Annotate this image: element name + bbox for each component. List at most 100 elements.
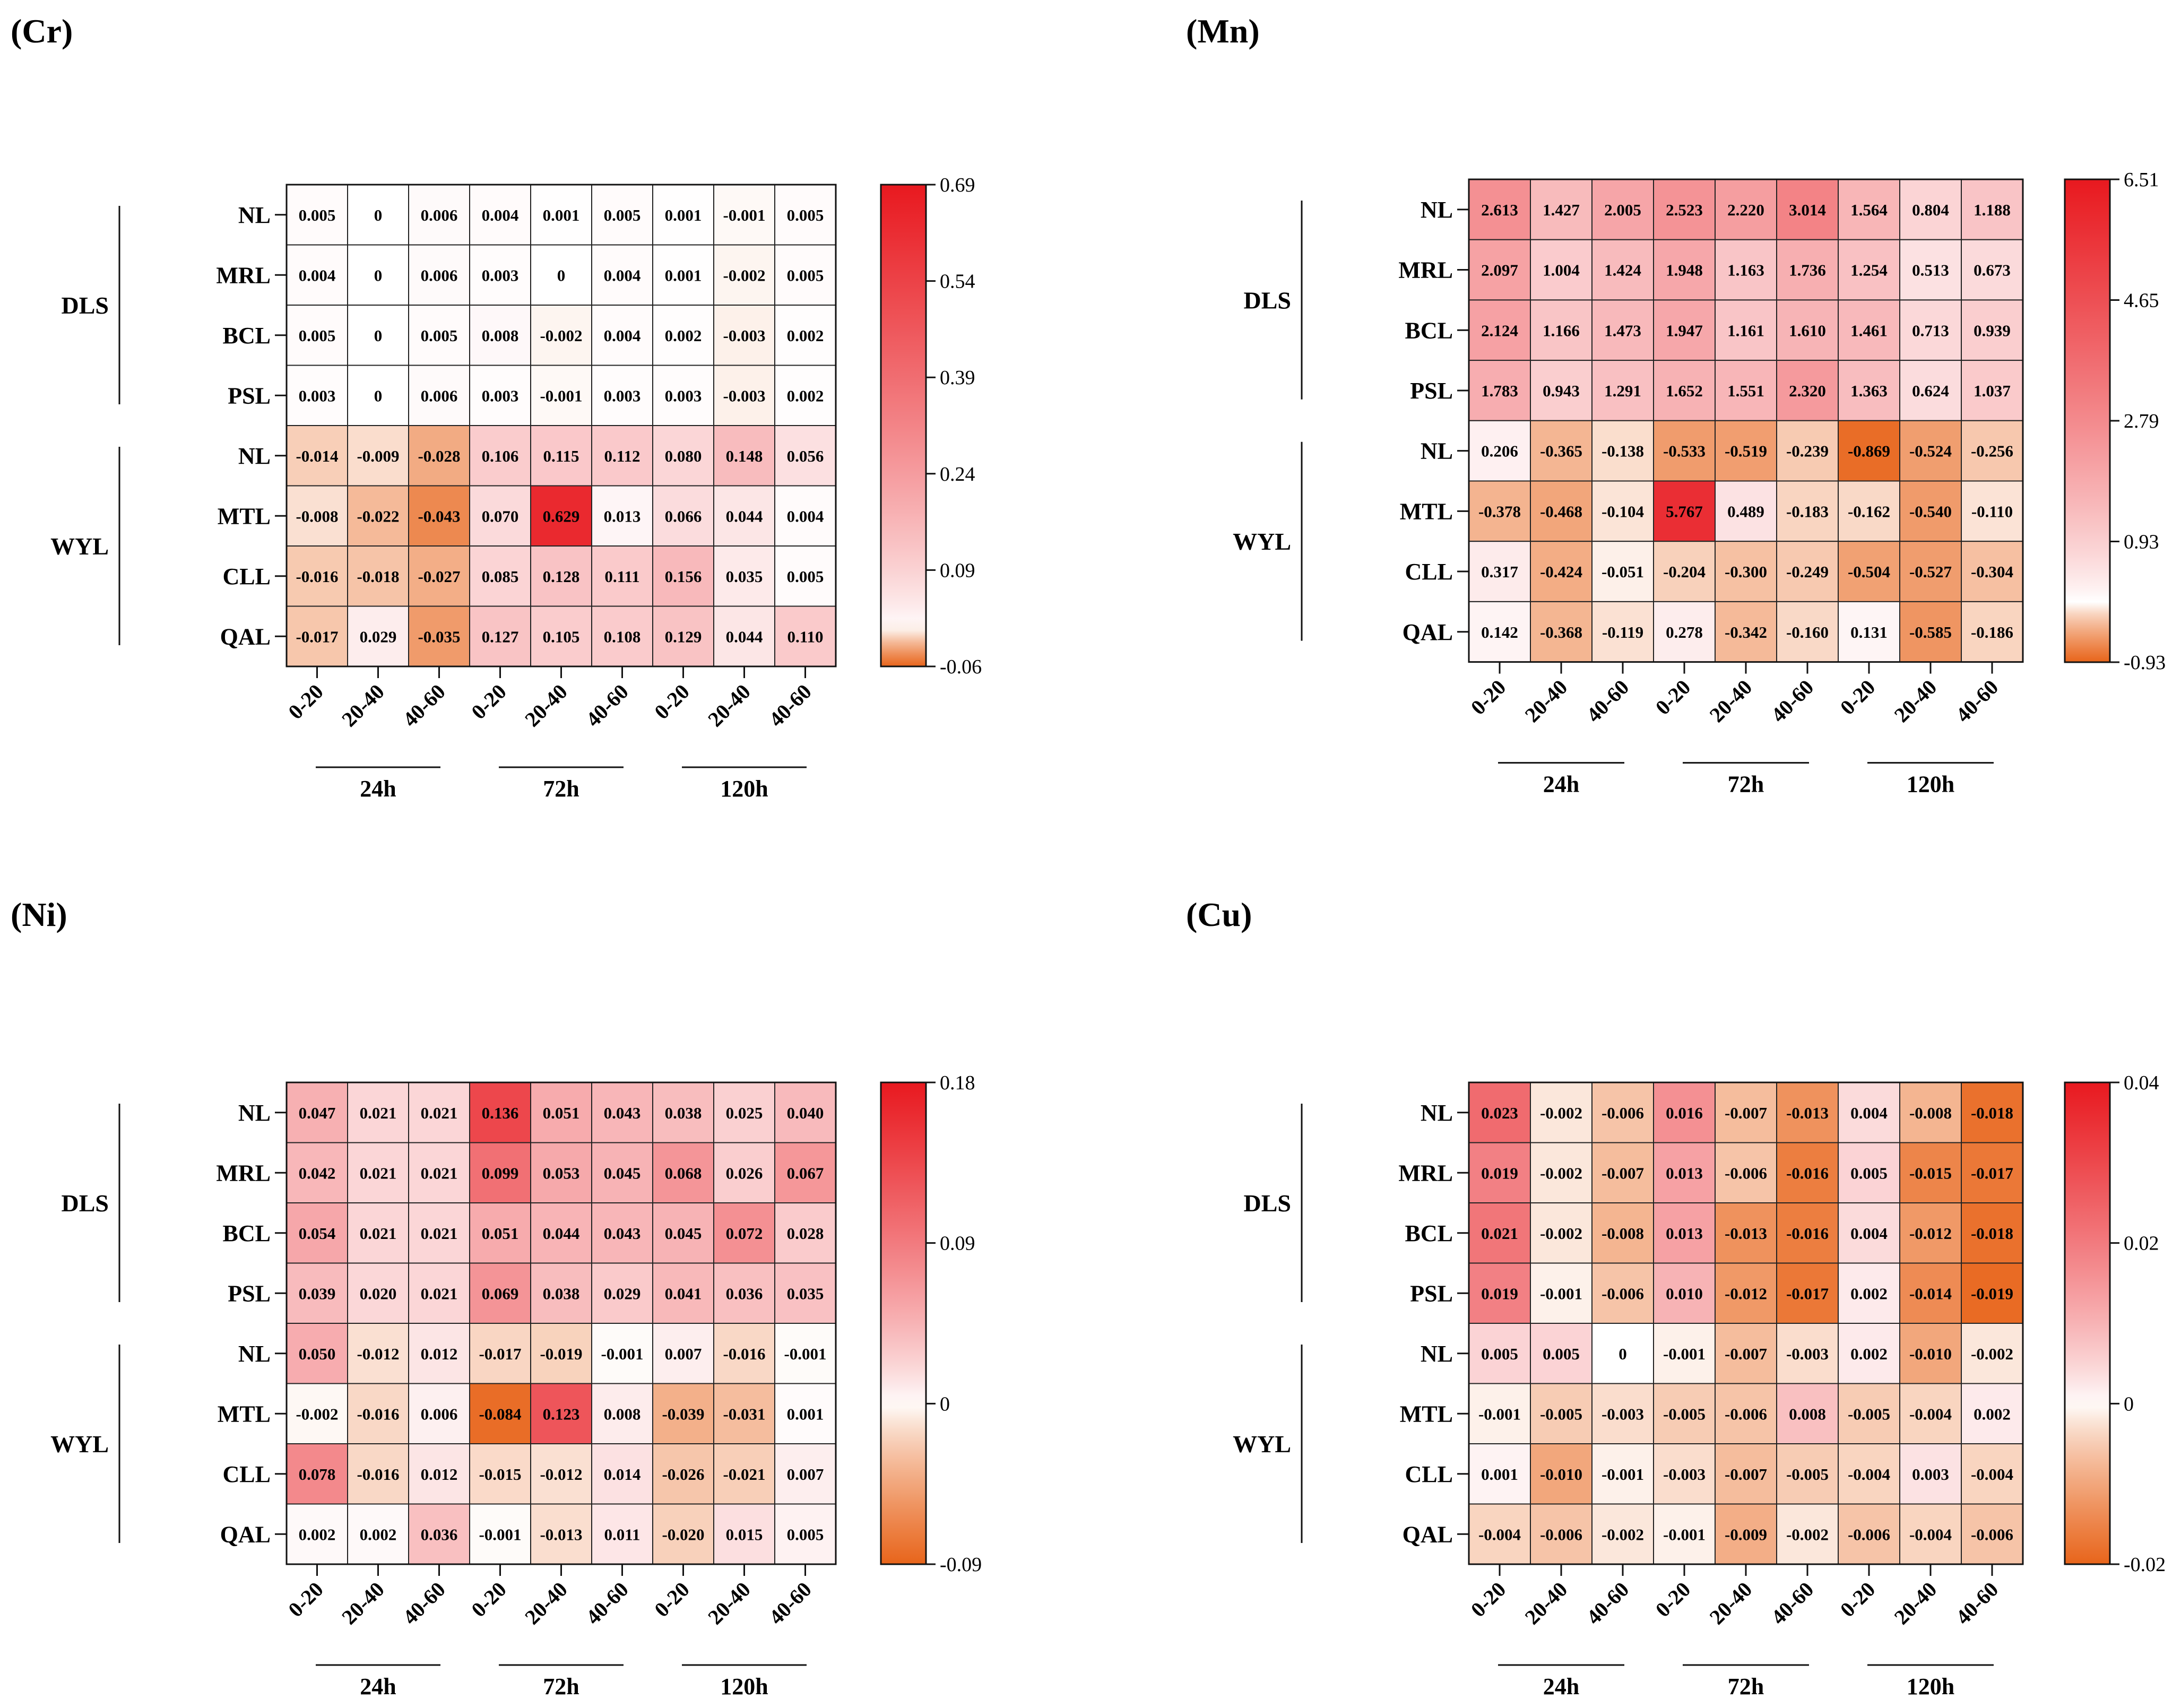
cell-value: 1.037 [1974,382,2011,400]
cell-value: -0.468 [1540,502,1582,521]
heatmap-cell [1899,1443,1962,1505]
cell-value: -0.524 [1909,442,1952,461]
cell-value: 0.026 [726,1164,763,1182]
col-label: 40-60 [1951,1577,2003,1629]
cell-value: 1.610 [1789,321,1826,340]
cell-value: 0.035 [726,567,763,586]
cell-value: 0.014 [604,1465,641,1484]
cell-value: 0.013 [604,507,641,525]
heatmap-cell [469,365,531,426]
cell-value: 2.005 [1604,201,1641,219]
cell-value: 0.021 [421,1284,458,1303]
cell-value: 0.003 [482,266,519,284]
cell-value: 1.427 [1543,201,1580,219]
cell-value: 0 [374,266,383,284]
time-label: 120h [1907,771,1954,797]
cell-value: 0.001 [1481,1465,1518,1484]
cell-value: 0.513 [1912,261,1949,280]
cell-value: 0.004 [604,266,641,284]
row-label: BCL [223,1220,271,1246]
row-label: NL [1421,438,1453,464]
cell-value: -0.006 [1602,1284,1644,1303]
colorbar-tick-label: 0 [940,1393,950,1415]
time-label: 24h [1543,771,1579,797]
row-label: QAL [1403,1521,1453,1547]
cell-value: 0.021 [360,1104,397,1122]
cell-value: -0.005 [1848,1404,1890,1423]
cell-value: -0.020 [662,1525,704,1544]
heatmap-cell [713,1262,775,1324]
cell-value: 0.005 [787,1525,824,1544]
cell-value: -0.012 [540,1465,582,1484]
col-label: 0-20 [1466,1577,1511,1622]
cell-value: 0.142 [1481,623,1518,641]
cell-value: 1.004 [1543,261,1580,280]
cell-value: -0.368 [1540,623,1582,641]
cell-value: 0.043 [604,1224,641,1243]
cell-value: -0.342 [1725,623,1767,641]
cell-value: 0.713 [1912,321,1949,340]
heatmap-cell [591,1142,653,1203]
heatmap-cell [1468,1443,1531,1505]
group-label-wyl: WYL [1233,528,1291,555]
heatmap-cell [286,1082,348,1143]
heatmap-cell [347,1142,409,1203]
cell-value: 0.069 [482,1284,519,1303]
cell-value: -0.018 [1971,1224,2013,1243]
col-label: 0-20 [283,1577,328,1622]
col-label: 0-20 [283,680,328,724]
heatmap-cell [286,305,348,366]
cell-value: -0.005 [1663,1404,1706,1423]
heatmap-cell [530,1323,592,1384]
cell-value: 1.947 [1666,321,1703,340]
group-label-dls: DLS [1244,287,1291,314]
heatmap-cell [1899,1383,1962,1444]
cell-value: 1.424 [1604,261,1641,280]
row-label: BCL [223,323,271,349]
heatmap-cell [1715,179,1777,240]
col-label: 40-60 [398,680,450,732]
heatmap-cell [347,1082,409,1143]
cell-value: 0.006 [421,386,458,405]
cell-value: -0.010 [1909,1345,1952,1363]
cell-value: 0.003 [1912,1465,1949,1484]
heatmap-cell [347,365,409,426]
cell-value: 0.042 [299,1164,336,1182]
cell-value: 0.106 [482,447,519,465]
cell-value: -0.028 [418,447,460,465]
col-label: 0-20 [1651,675,1695,719]
col-label: 0-20 [650,1577,694,1622]
cell-value: -0.016 [296,567,338,586]
col-label: 20-40 [520,680,572,732]
cell-value: 3.014 [1789,201,1826,219]
row-label: NL [238,202,271,228]
heatmap-cell [1899,1082,1962,1143]
heatmap-cell [1961,1443,2023,1505]
cell-value: 0.105 [543,627,580,646]
cell-value: 0.023 [1481,1104,1518,1122]
cell-value: -0.043 [418,507,460,525]
heatmap-cell [1591,1262,1654,1324]
cell-value: -0.004 [1909,1404,1952,1423]
cell-value: -0.001 [1602,1465,1644,1484]
col-label: 0-20 [466,1577,511,1622]
cell-value: -0.017 [1971,1164,2013,1182]
heatmap-cell [713,244,775,306]
cell-value: 0.013 [1666,1224,1703,1243]
cell-value: 0.099 [482,1164,519,1182]
cell-value: 0.005 [1543,1345,1580,1363]
cell-value: 0.021 [421,1224,458,1243]
heatmap-cell [1838,299,1900,361]
cell-value: -0.016 [723,1345,765,1363]
heatmap-cell [774,365,836,426]
cell-value: 1.473 [1604,321,1641,340]
heatmap-cell [1838,1262,1900,1324]
col-label: 40-60 [1767,675,1819,727]
heatmap-cell [652,305,714,366]
row-label: MTL [218,1401,271,1427]
cell-value: 0.004 [1850,1224,1888,1243]
cell-value: 0.003 [299,386,336,405]
heatmap-cell [774,425,836,487]
cell-value: 0.005 [299,206,336,224]
